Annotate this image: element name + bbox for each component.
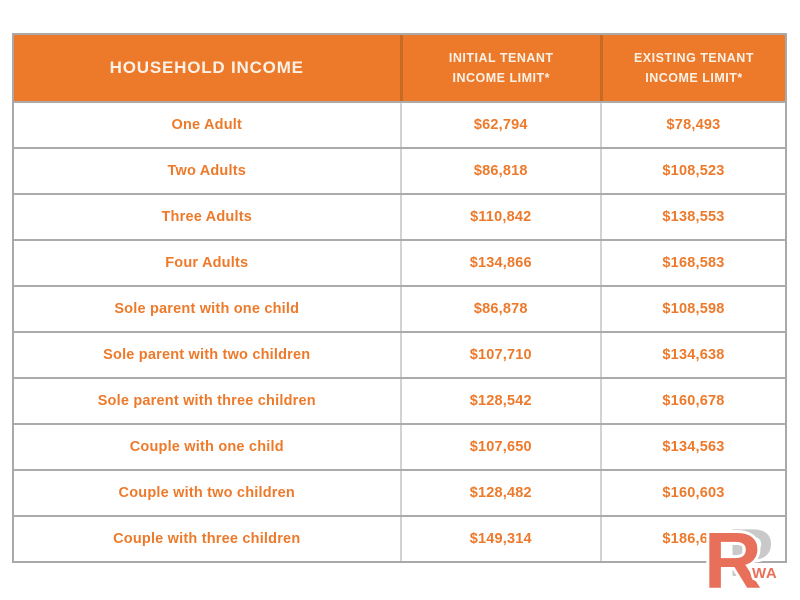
household-cell: Couple with one child — [129, 439, 284, 455]
watermark-wa-text: WA — [752, 565, 778, 582]
initial-limit-cell: $107,650 — [399, 425, 600, 469]
watermark-letter-r: R — [704, 516, 762, 600]
existing-limit-cell: $78,493 — [599, 103, 785, 147]
table-row: Three Adults $110,842 $138,553 — [14, 193, 785, 239]
existing-limit-cell: $168,583 — [599, 241, 785, 285]
table-row: Sole parent with one child $86,878 $108,… — [14, 285, 785, 331]
initial-limit-cell: $62,794 — [399, 103, 600, 147]
header-existing-line2: INCOME LIMIT* — [645, 71, 743, 85]
initial-limit-cell: $128,542 — [399, 379, 600, 423]
header-existing-line1: EXISTING TENANT — [633, 51, 754, 65]
initial-limit-cell: $128,482 — [399, 471, 600, 515]
household-cell: Three Adults — [161, 209, 252, 225]
table-header-row: HOUSEHOLD INCOME INITIAL TENANT INCOME L… — [14, 35, 785, 101]
existing-limit-cell: $108,523 — [599, 149, 785, 193]
existing-limit-cell: $186,643 — [599, 517, 785, 561]
existing-limit-cell: $134,638 — [599, 333, 785, 377]
initial-limit-cell: $86,878 — [399, 287, 600, 331]
header-initial-tenant-limit: INITIAL TENANT INCOME LIMIT* — [399, 35, 600, 101]
table-row: Couple with two children $128,482 $160,6… — [14, 469, 785, 515]
initial-limit-cell: $110,842 — [399, 195, 600, 239]
household-cell: Sole parent with two children — [103, 347, 311, 363]
initial-limit-cell: $107,710 — [399, 333, 600, 377]
header-household-income-label: HOUSEHOLD INCOME — [109, 58, 304, 77]
existing-limit-cell: $134,563 — [599, 425, 785, 469]
table-row: One Adult $62,794 $78,493 — [14, 101, 785, 147]
table-row: Four Adults $134,866 $168,583 — [14, 239, 785, 285]
header-existing-tenant-limit: EXISTING TENANT INCOME LIMIT* — [599, 35, 785, 101]
household-cell: Sole parent with one child — [114, 301, 300, 317]
existing-limit-cell: $138,553 — [599, 195, 785, 239]
existing-limit-cell: $108,598 — [599, 287, 785, 331]
table-row: Couple with one child $107,650 $134,563 — [14, 423, 785, 469]
initial-limit-cell: $149,314 — [399, 517, 600, 561]
initial-limit-cell: $134,866 — [399, 241, 600, 285]
table-row: Sole parent with two children $107,710 $… — [14, 331, 785, 377]
table-row: Sole parent with three children $128,542… — [14, 377, 785, 423]
table-row: Two Adults $86,818 $108,523 — [14, 147, 785, 193]
header-initial-line1: INITIAL TENANT — [448, 51, 554, 65]
header-initial-line2: INCOME LIMIT* — [452, 71, 550, 85]
household-cell: Two Adults — [167, 163, 246, 179]
household-cell: Sole parent with three children — [97, 393, 316, 409]
initial-limit-cell: $86,818 — [399, 149, 600, 193]
household-cell: Couple with two children — [118, 485, 295, 501]
household-cell: Four Adults — [165, 255, 249, 271]
household-cell: Couple with three children — [113, 531, 301, 547]
income-limits-table: HOUSEHOLD INCOME INITIAL TENANT INCOME L… — [12, 33, 787, 563]
watermark-letter-p: P — [728, 515, 774, 591]
existing-limit-cell: $160,603 — [599, 471, 785, 515]
existing-limit-cell: $160,678 — [599, 379, 785, 423]
table-row: Couple with three children $149,314 $186… — [14, 515, 785, 561]
household-cell: One Adult — [171, 117, 243, 133]
header-household-income: HOUSEHOLD INCOME — [14, 35, 400, 101]
